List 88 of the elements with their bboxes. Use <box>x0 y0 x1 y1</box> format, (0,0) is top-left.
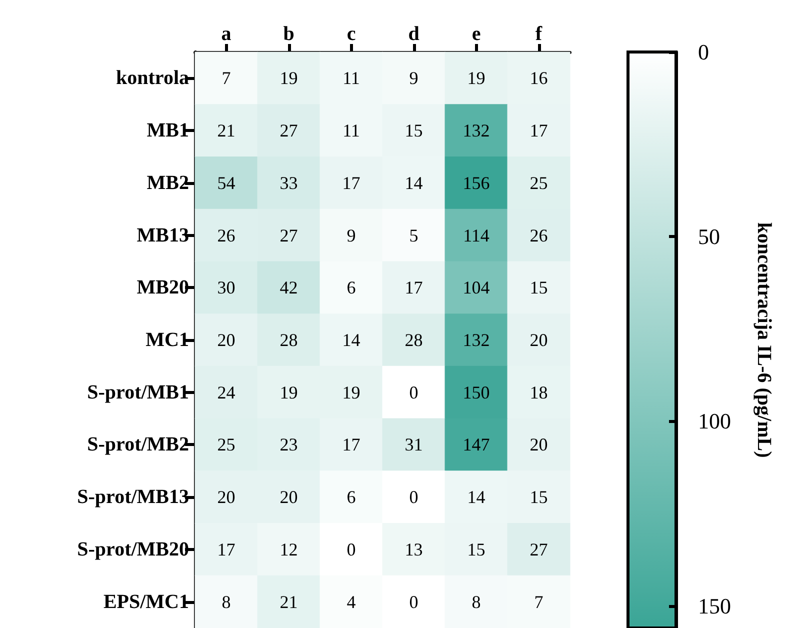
y-tick-label: S-prot/MB1 <box>87 381 189 404</box>
data-label: 17 <box>404 278 423 298</box>
data-label: 4 <box>346 592 356 612</box>
x-tick-label: c <box>346 23 356 45</box>
data-label: 18 <box>530 382 548 402</box>
data-label: 31 <box>404 434 423 455</box>
data-label: 14 <box>404 172 423 193</box>
data-label: 7 <box>222 68 231 88</box>
y-tick-label: MB20 <box>136 276 189 299</box>
y-tick-label: kontrola <box>116 67 189 90</box>
data-label: 0 <box>409 487 418 508</box>
data-label: 20 <box>280 487 298 508</box>
data-label: 25 <box>530 172 548 193</box>
data-label: 104 <box>462 278 490 298</box>
data-label: 19 <box>342 382 360 402</box>
data-label: 33 <box>280 172 298 193</box>
x-tick-label: f <box>535 23 542 45</box>
data-label: 17 <box>342 434 360 455</box>
data-label: 27 <box>280 120 298 141</box>
data-label: 23 <box>280 434 298 455</box>
data-label: 20 <box>530 434 548 455</box>
data-label: 0 <box>409 592 418 612</box>
data-label: 14 <box>467 487 486 508</box>
data-label: 150 <box>462 382 490 402</box>
data-label: 15 <box>467 539 486 560</box>
data-label: 42 <box>280 278 298 298</box>
data-label: 9 <box>346 225 356 246</box>
x-tick-label: e <box>472 23 481 45</box>
x-tick-label: a <box>221 23 232 45</box>
x-tick-label: d <box>408 23 420 45</box>
color-bar-label: 100 <box>698 408 731 434</box>
data-label: 19 <box>280 382 298 402</box>
data-label: 8 <box>222 592 231 612</box>
data-label: 6 <box>346 278 356 298</box>
color-bar-label: 150 <box>698 593 731 618</box>
data-label: 0 <box>409 382 418 402</box>
color-bar-title: koncentracija IL-6 (pg/mL) <box>753 222 775 458</box>
data-label: 17 <box>217 539 236 560</box>
data-label: 15 <box>404 120 423 141</box>
data-label: 26 <box>217 225 236 246</box>
x-tick-label: b <box>283 23 294 45</box>
data-label: 19 <box>467 68 486 88</box>
data-label: 15 <box>530 487 548 508</box>
y-tick-label: MC1 <box>146 329 189 351</box>
data-label: 27 <box>280 225 298 246</box>
color-bar-label: 50 <box>698 224 720 250</box>
data-label: 26 <box>530 225 548 246</box>
data-label: 19 <box>280 68 298 88</box>
data-label: 28 <box>404 330 423 350</box>
data-label: 21 <box>217 120 236 141</box>
y-tick-label: MB2 <box>146 172 189 194</box>
data-label: 20 <box>217 330 236 350</box>
data-label: 12 <box>280 539 298 560</box>
data-label: 28 <box>280 330 298 350</box>
data-label: 27 <box>530 539 548 560</box>
data-label: 5 <box>409 225 418 246</box>
data-label: 11 <box>342 120 360 141</box>
data-label: 156 <box>462 172 490 193</box>
data-label: 147 <box>462 434 490 455</box>
y-tick-label: EPS/MC1 <box>103 590 189 613</box>
data-label: 17 <box>530 120 548 141</box>
data-label: 132 <box>462 330 490 350</box>
data-label: 132 <box>462 120 490 141</box>
data-label: 25 <box>217 434 236 455</box>
data-label: 0 <box>346 539 356 560</box>
y-tick-label: MB13 <box>136 224 189 246</box>
data-label: 17 <box>342 172 360 193</box>
data-label: 15 <box>530 278 548 298</box>
data-label: 114 <box>463 225 490 246</box>
color-bar-label: 0 <box>698 40 709 64</box>
data-label: 20 <box>217 487 236 508</box>
data-label: 30 <box>217 278 236 298</box>
y-tick-label: S-prot/MB13 <box>77 486 189 508</box>
data-label: 13 <box>404 539 423 560</box>
data-label: 7 <box>534 592 544 612</box>
data-label: 16 <box>530 68 548 88</box>
data-label: 21 <box>280 592 298 612</box>
y-tick-label: MB1 <box>146 120 189 142</box>
data-label: 54 <box>217 172 236 193</box>
data-label: 24 <box>217 382 236 402</box>
y-tick-label: S-prot/MB20 <box>77 538 189 560</box>
data-label: 14 <box>342 330 360 350</box>
data-label: 11 <box>342 68 360 88</box>
data-label: 8 <box>472 592 481 612</box>
data-label: 20 <box>530 330 548 350</box>
data-label: 9 <box>409 68 418 88</box>
y-tick-label: S-prot/MB2 <box>87 434 189 456</box>
data-label: 6 <box>346 487 356 508</box>
